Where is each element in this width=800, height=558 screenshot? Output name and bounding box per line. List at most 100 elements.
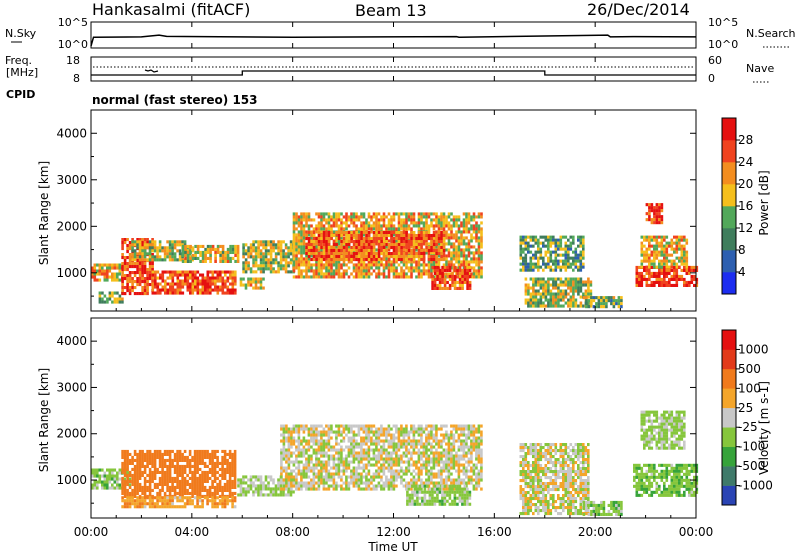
power-data-cell-4 bbox=[134, 249, 137, 252]
power-data-cell-2 bbox=[124, 238, 127, 241]
power-data-cell-8 bbox=[390, 218, 393, 221]
vel-data-cell-0 bbox=[94, 484, 97, 487]
power-data-cell-7 bbox=[285, 243, 288, 246]
power-data-cell-8 bbox=[298, 242, 301, 245]
power-data-cell-14 bbox=[676, 278, 679, 281]
power-data-cell-9 bbox=[393, 255, 396, 258]
power-data-cell-9 bbox=[323, 252, 326, 255]
vel-data-cell-4 bbox=[325, 482, 328, 485]
power-data-cell-16 bbox=[651, 218, 654, 221]
power-data-cell-15 bbox=[673, 251, 676, 254]
power-data-cell-14 bbox=[683, 284, 686, 287]
vel-data-cell-2 bbox=[131, 496, 134, 499]
power-data-cell-14 bbox=[636, 269, 639, 272]
power-data-cell-2 bbox=[124, 277, 127, 280]
power-data-cell-12 bbox=[575, 278, 578, 281]
power-data-cell-9 bbox=[408, 243, 411, 246]
power-data-cell-8 bbox=[383, 242, 386, 245]
power-data-cell-7 bbox=[260, 240, 263, 243]
vel-data-cell-1 bbox=[154, 456, 157, 459]
power-data-cell-8 bbox=[400, 272, 403, 275]
power-data-cell-12 bbox=[535, 305, 538, 308]
power-data-cell-8 bbox=[345, 227, 348, 230]
vel-data-cell-4 bbox=[300, 485, 303, 488]
vel-data-cell-2 bbox=[154, 502, 157, 505]
power-data-cell-10 bbox=[434, 287, 437, 290]
power-data-cell-9 bbox=[358, 249, 361, 252]
power-data-cell-9 bbox=[323, 255, 326, 258]
power-data-cell-8 bbox=[455, 248, 458, 251]
power-data-cell-5 bbox=[204, 257, 207, 260]
power-data-cell-9 bbox=[418, 252, 421, 255]
power-data-cell-11 bbox=[535, 236, 538, 239]
power-data-cell-8 bbox=[305, 212, 308, 215]
power-data-cell-8 bbox=[388, 266, 391, 269]
power-data-cell-11 bbox=[522, 242, 525, 245]
power-data-cell-7 bbox=[245, 258, 248, 261]
power-data-cell-3 bbox=[229, 292, 232, 295]
power-data-cell-8 bbox=[358, 215, 361, 218]
power-data-cell-5 bbox=[189, 260, 192, 263]
power-data-cell-8 bbox=[328, 227, 331, 230]
power-data-cell-9 bbox=[320, 240, 323, 243]
power-data-cell-13 bbox=[610, 302, 613, 305]
power-data-cell-15 bbox=[648, 248, 651, 251]
power-data-cell-14 bbox=[666, 269, 669, 272]
power-data-cell-3 bbox=[222, 280, 225, 283]
power-data-cell-13 bbox=[585, 302, 588, 305]
power-data-cell-9 bbox=[348, 258, 351, 261]
vel-data-cell-1 bbox=[154, 453, 157, 456]
power-data-cell-3 bbox=[167, 277, 170, 280]
power-data-cell-8 bbox=[450, 230, 453, 233]
power-data-cell-2 bbox=[131, 262, 134, 265]
vel-data-cell-4 bbox=[308, 467, 311, 470]
vel-data-cell-1 bbox=[156, 453, 159, 456]
vel-data-cell-1 bbox=[189, 453, 192, 456]
power-data-cell-2 bbox=[129, 277, 132, 280]
power-data-cell-3 bbox=[197, 283, 200, 286]
vel-data-cell-4 bbox=[288, 458, 291, 461]
power-data-cell-3 bbox=[219, 271, 222, 274]
vel-data-cell-4 bbox=[310, 425, 313, 428]
power-data-cell-15 bbox=[661, 266, 664, 269]
vel-data-cell-1 bbox=[169, 489, 172, 492]
power-data-cell-8 bbox=[335, 272, 338, 275]
power-data-cell-11 bbox=[530, 263, 533, 266]
vel-data-cell-3 bbox=[267, 487, 270, 490]
power-data-cell-9 bbox=[378, 258, 381, 261]
power-data-cell-5 bbox=[187, 257, 190, 260]
power-data-cell-2 bbox=[134, 271, 137, 274]
power-data-cell-15 bbox=[648, 239, 651, 242]
vel-data-cell-1 bbox=[226, 489, 229, 492]
power-data-cell-15 bbox=[653, 248, 656, 251]
power-data-cell-15 bbox=[656, 254, 659, 257]
power-data-cell-4 bbox=[136, 243, 139, 246]
power-data-cell-7 bbox=[280, 264, 283, 267]
power-data-cell-7 bbox=[255, 258, 258, 261]
power-data-cell-14 bbox=[658, 272, 661, 275]
vel-data-cell-4 bbox=[308, 449, 311, 452]
power-data-cell-8 bbox=[363, 215, 366, 218]
power-data-cell-0 bbox=[109, 267, 112, 270]
vel-data-cell-1 bbox=[159, 462, 162, 465]
power-data-cell-11 bbox=[550, 242, 553, 245]
vel-data-cell-1 bbox=[139, 471, 142, 474]
power-data-cell-14 bbox=[676, 269, 679, 272]
vel-data-cell-1 bbox=[126, 468, 129, 471]
vel-data-cell-1 bbox=[231, 480, 234, 483]
vel-data-cell-4 bbox=[298, 425, 301, 428]
power-data-cell-7 bbox=[287, 264, 290, 267]
power-data-cell-10 bbox=[454, 269, 457, 272]
power-data-cell-9 bbox=[318, 243, 321, 246]
power-data-cell-3 bbox=[174, 271, 177, 274]
power-data-cell-7 bbox=[287, 246, 290, 249]
power-data-cell-8 bbox=[350, 212, 353, 215]
vel-data-cell-0 bbox=[116, 472, 119, 475]
power-data-cell-8 bbox=[383, 239, 386, 242]
power-data-cell-8 bbox=[375, 218, 378, 221]
power-data-cell-11 bbox=[527, 248, 530, 251]
power-data-cell-9 bbox=[323, 231, 326, 234]
power-data-cell-7 bbox=[282, 267, 285, 270]
power-data-cell-10 bbox=[464, 275, 467, 278]
power-data-cell-7 bbox=[285, 267, 288, 270]
